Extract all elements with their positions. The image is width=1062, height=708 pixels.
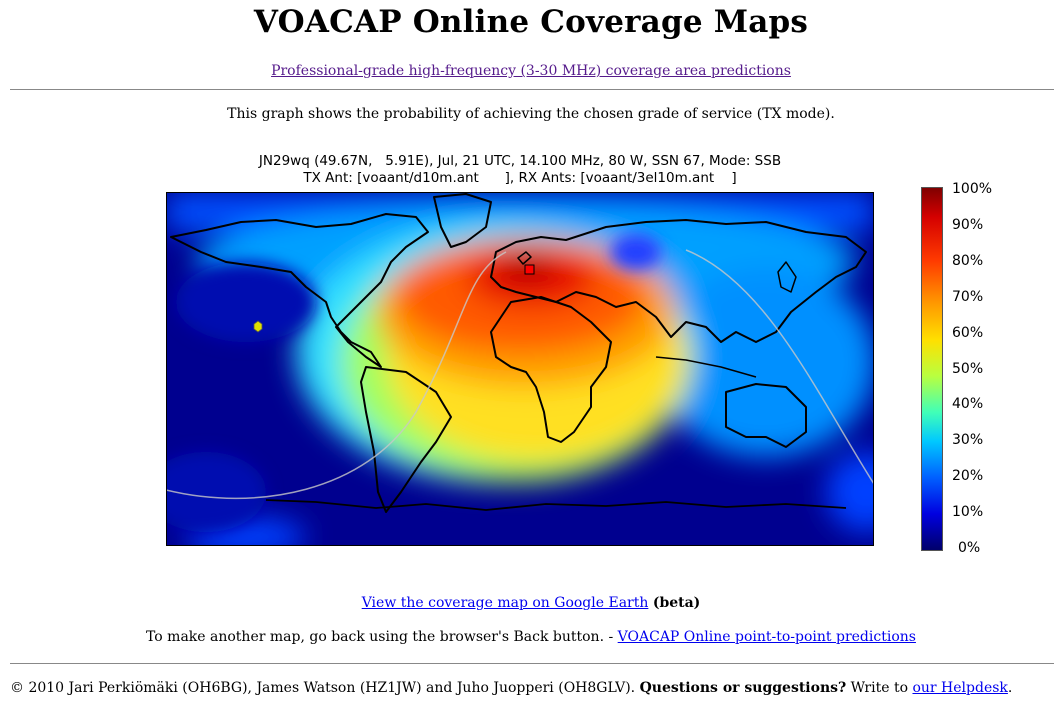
- colorbar-tick-label: 10%: [952, 504, 984, 521]
- antipode-marker: [253, 320, 263, 333]
- map-header: JN29wq (49.67N, 5.91E), Jul, 21 UTC, 14.…: [170, 153, 870, 187]
- colorbar-tick-label: 70%: [952, 288, 984, 305]
- colorbar: [921, 187, 943, 551]
- google-earth-link[interactable]: View the coverage map on Google Earth: [361, 595, 649, 611]
- p2p-link[interactable]: VOACAP Online point-to-point predictions: [617, 629, 916, 645]
- google-earth-line: View the coverage map on Google Earth (b…: [0, 595, 1062, 611]
- footer-credits: © 2010 Jari Perkiömäki (OH6BG), James Wa…: [10, 680, 640, 696]
- colorbar-tick-label: 0%: [958, 540, 981, 556]
- footer-end: .: [1007, 680, 1013, 696]
- colorbar-tick-label: 50%: [952, 360, 984, 377]
- coverage-map: [166, 192, 874, 546]
- another-map-text: To make another map, go back using the b…: [146, 629, 618, 645]
- map-header-line2: TX Ant: [voaant/d10m.ant ], RX Ants: [vo…: [303, 170, 737, 186]
- footer-write-to: Write to: [846, 680, 913, 696]
- colorbar-tick-label: 40%: [952, 396, 984, 413]
- another-map-line: To make another map, go back using the b…: [0, 629, 1062, 645]
- helpdesk-link[interactable]: our Helpdesk: [912, 680, 1008, 696]
- map-description: This graph shows the probability of achi…: [227, 106, 835, 122]
- tx-location-marker: [524, 264, 535, 275]
- footer: © 2010 Jari Perkiömäki (OH6BG), James Wa…: [10, 680, 1012, 696]
- colorbar-tick-label: 20%: [952, 468, 984, 485]
- bottom-divider: [10, 663, 1054, 664]
- colorbar-tick-label: 100%: [952, 181, 993, 197]
- subtitle-link[interactable]: Professional-grade high-frequency (3-30 …: [271, 63, 791, 79]
- colorbar-tick-label: 30%: [952, 432, 984, 449]
- beta-label: (beta): [652, 595, 701, 611]
- colorbar-tick-label: 90%: [952, 216, 984, 233]
- colorbar-tick-label: 80%: [952, 252, 984, 269]
- footer-question: Questions or suggestions?: [639, 680, 847, 696]
- subtitle-line: Professional-grade high-frequency (3-30 …: [0, 63, 1062, 79]
- map-header-line1: JN29wq (49.67N, 5.91E), Jul, 21 UTC, 14.…: [258, 153, 782, 169]
- page-title: VOACAP Online Coverage Maps: [253, 4, 809, 40]
- colorbar-tick-label: 60%: [952, 324, 984, 341]
- top-divider: [10, 89, 1054, 90]
